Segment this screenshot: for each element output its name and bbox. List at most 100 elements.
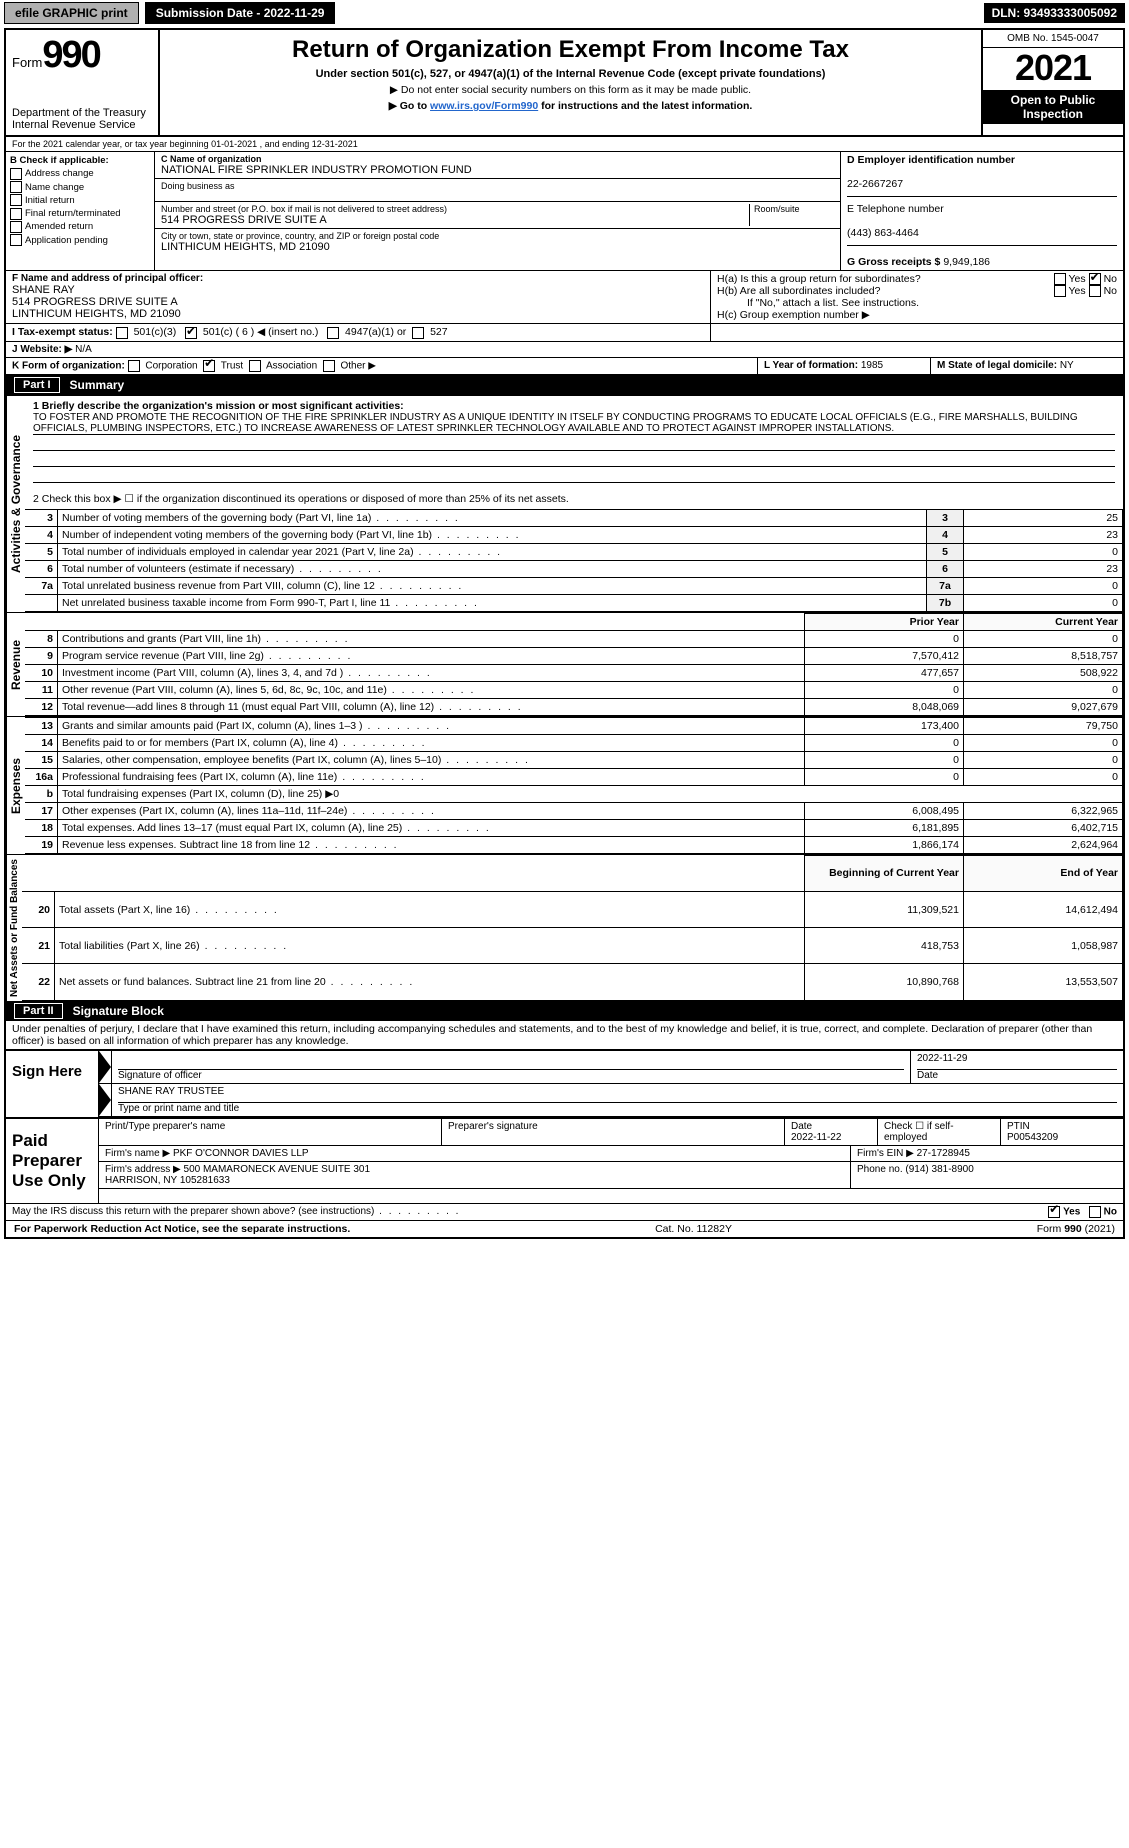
box-f: F Name and address of principal officer:… [6,271,711,323]
i-4947-checkbox[interactable] [327,327,339,339]
table-row: 11Other revenue (Part VIII, column (A), … [25,681,1123,698]
ha-no-checkbox[interactable] [1089,273,1101,285]
part2-header: Part II Signature Block [6,1001,1123,1021]
officer-group-row: F Name and address of principal officer:… [6,271,1123,324]
table-row: 5Total number of individuals employed in… [25,543,1123,560]
side-revenue: Revenue [6,613,25,716]
ptin-label: PTIN [1007,1121,1030,1132]
h-c-label: H(c) Group exemption number ▶ [717,309,1117,321]
form-container: Form990 Department of the Treasury Inter… [4,28,1125,1239]
dba-label: Doing business as [161,181,235,191]
table-row: bTotal fundraising expenses (Part IX, co… [25,785,1123,802]
form-header: Form990 Department of the Treasury Inter… [6,30,1123,137]
discuss-label: May the IRS discuss this return with the… [12,1206,374,1217]
opt-amended-return[interactable]: Amended return [10,220,150,233]
j-label: J Website: ▶ [12,344,72,355]
dln-label: DLN: 93493333005092 [984,3,1125,23]
org-name: NATIONAL FIRE SPRINKLER INDUSTRY PROMOTI… [161,164,472,176]
dept-treasury: Department of the Treasury Internal Reve… [12,107,152,131]
box-b-label: B Check if applicable: [10,154,150,167]
city-label: City or town, state or province, country… [161,231,439,241]
hb-no-checkbox[interactable] [1089,285,1101,297]
opt-address-change[interactable]: Address change [10,167,150,180]
submission-date-button[interactable]: Submission Date - 2022-11-29 [145,2,336,24]
form-number: 990 [42,34,99,76]
paid-preparer-section: Paid Preparer Use Only Print/Type prepar… [6,1117,1123,1203]
firm-addr-label: Firm's address ▶ [105,1164,181,1175]
side-governance: Activities & Governance [6,396,25,612]
h-note: If "No," attach a list. See instructions… [717,297,1117,309]
revenue-table: Prior YearCurrent Year8Contributions and… [25,613,1123,716]
part1-title: Summary [70,378,125,392]
table-row: 7aTotal unrelated business revenue from … [25,577,1123,594]
opt-initial-return[interactable]: Initial return [10,194,150,207]
ptin-value: P00543209 [1007,1132,1058,1143]
form-title: Return of Organization Exempt From Incom… [168,36,973,64]
top-bar: efile GRAPHIC print Submission Date - 20… [0,0,1129,26]
k-l-m-row: K Form of organization: Corporation Trus… [6,358,1123,375]
expenses-block: Expenses 13Grants and similar amounts pa… [6,716,1123,854]
open-inspection: Open to Public Inspection [983,90,1123,124]
table-row: 22Net assets or fund balances. Subtract … [22,964,1123,1000]
discuss-no-checkbox[interactable] [1089,1206,1101,1218]
footer-left: For Paperwork Reduction Act Notice, see … [14,1223,350,1235]
addr-label: Number and street (or P.O. box if mail i… [161,204,447,214]
form-footer: For Paperwork Reduction Act Notice, see … [6,1221,1123,1237]
table-row: 4Number of independent voting members of… [25,526,1123,543]
box-j: J Website: ▶ N/A [6,342,1123,358]
table-row: 21Total liabilities (Part X, line 26)418… [22,928,1123,964]
website-value: N/A [75,344,92,355]
prep-date: 2022-11-22 [791,1132,841,1143]
box-m: M State of legal domicile: NY [931,358,1123,374]
netassets-block: Net Assets or Fund Balances Beginning of… [6,854,1123,1001]
netassets-table: Beginning of Current YearEnd of Year20To… [22,855,1123,1001]
f-label: F Name and address of principal officer: [12,273,203,284]
irs-link[interactable]: www.irs.gov/Form990 [430,100,538,112]
hb-yes-checkbox[interactable] [1054,285,1066,297]
k-other-checkbox[interactable] [323,360,335,372]
i-501c3-checkbox[interactable] [116,327,128,339]
discuss-yes-checkbox[interactable] [1048,1206,1060,1218]
tax-exempt-row: I Tax-exempt status: 501(c)(3) 501(c) ( … [6,324,1123,341]
org-address: 514 PROGRESS DRIVE SUITE A [161,214,327,226]
k-corp-checkbox[interactable] [128,360,140,372]
k-label: K Form of organization: [12,360,125,371]
i-501c-checkbox[interactable] [185,327,197,339]
firm-phone-label: Phone no. [857,1164,903,1175]
prep-date-label: Date [791,1121,812,1132]
ein-value: 22-2667267 [847,178,903,190]
k-trust-checkbox[interactable] [203,360,215,372]
opt-final-return[interactable]: Final return/terminated [10,207,150,220]
room-suite-label: Room/suite [749,204,834,226]
table-row: 13Grants and similar amounts paid (Part … [25,717,1123,734]
form-word: Form [12,55,42,70]
q1-label: 1 Briefly describe the organization's mi… [33,400,1115,412]
paid-preparer-label: Paid Preparer Use Only [6,1119,99,1203]
opt-application-pending[interactable]: Application pending [10,234,150,247]
i-527-checkbox[interactable] [412,327,424,339]
phone-value: (443) 863-4464 [847,227,919,239]
q2-text: 2 Check this box ▶ ☐ if the organization… [33,493,1115,505]
table-row: 15Salaries, other compensation, employee… [25,751,1123,768]
table-row: 3Number of voting members of the governi… [25,509,1123,526]
org-city: LINTHICUM HEIGHTS, MD 21090 [161,241,330,253]
ein-label: D Employer identification number [847,154,1015,166]
table-row: 14Benefits paid to or for members (Part … [25,734,1123,751]
date-label: Date [917,1070,938,1081]
c-name-label: C Name of organization [161,154,262,164]
officer-name: SHANE RAY [12,284,75,296]
sig-officer-label: Signature of officer [118,1070,202,1081]
i-label: I Tax-exempt status: [12,326,113,338]
ha-yes-checkbox[interactable] [1054,273,1066,285]
discuss-row: May the IRS discuss this return with the… [6,1203,1123,1221]
declaration-text: Under penalties of perjury, I declare th… [6,1021,1123,1050]
opt-name-change[interactable]: Name change [10,181,150,194]
side-expenses: Expenses [6,717,25,854]
officer-name-title: SHANE RAY TRUSTEE [118,1086,1117,1103]
table-row: 8Contributions and grants (Part VIII, li… [25,630,1123,647]
header-left: Form990 Department of the Treasury Inter… [6,30,160,135]
subtitle-1: Under section 501(c), 527, or 4947(a)(1)… [168,68,973,80]
firm-phone: (914) 381-8900 [905,1164,973,1175]
k-assoc-checkbox[interactable] [249,360,261,372]
self-employed-check[interactable]: Check ☐ if self-employed [884,1121,954,1143]
